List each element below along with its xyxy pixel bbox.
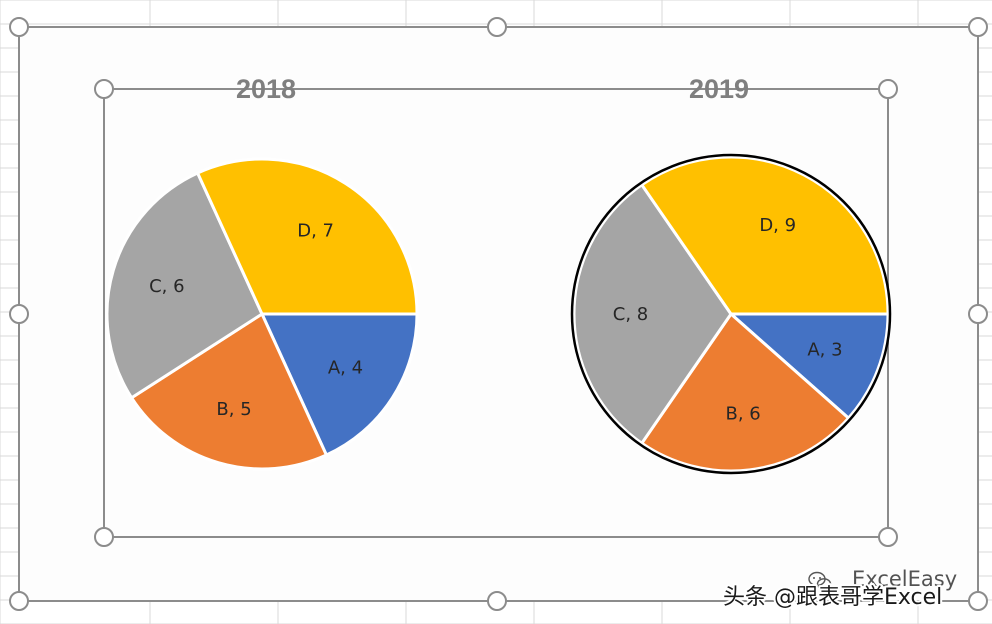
data-label-c: C, 6 bbox=[149, 276, 184, 297]
data-label-a: A, 3 bbox=[807, 340, 842, 361]
resize-handle[interactable] bbox=[878, 79, 898, 99]
chart-title-2018: 2018 bbox=[236, 74, 296, 104]
data-label-c: C, 8 bbox=[613, 304, 648, 325]
pie-chart-2019[interactable]: A, 3 B, 6 C, 8 D, 9 bbox=[570, 153, 892, 475]
resize-handle[interactable] bbox=[968, 591, 988, 611]
resize-handle[interactable] bbox=[487, 591, 507, 611]
resize-handle[interactable] bbox=[968, 17, 988, 37]
resize-handle[interactable] bbox=[9, 17, 29, 37]
selection-handles bbox=[9, 17, 988, 611]
pie-slice-b[interactable] bbox=[130, 312, 328, 471]
chart-title-2019: 2019 bbox=[689, 74, 749, 104]
watermark-credit-text: 头条 @跟表哥学Excel bbox=[723, 585, 942, 610]
watermark-credit-text-fill: 头条 @跟表哥学Excel bbox=[723, 585, 942, 610]
pie-slice-a[interactable] bbox=[729, 312, 890, 420]
wechat-logo-icon bbox=[808, 571, 832, 590]
data-label-d: D, 9 bbox=[759, 215, 796, 236]
pie-slice-c[interactable] bbox=[572, 183, 733, 445]
resize-handle[interactable] bbox=[94, 79, 114, 99]
pie-slice-b[interactable] bbox=[640, 312, 851, 473]
resize-handle[interactable] bbox=[878, 527, 898, 547]
data-label-a: A, 4 bbox=[328, 358, 363, 379]
pie-slice-d[interactable] bbox=[196, 157, 419, 316]
pie-outline bbox=[570, 153, 892, 475]
data-label-d: D, 7 bbox=[297, 221, 334, 242]
pie-slice-d[interactable] bbox=[640, 155, 890, 316]
resize-handle[interactable] bbox=[9, 304, 29, 324]
data-label-b: B, 5 bbox=[216, 399, 251, 420]
resize-handle[interactable] bbox=[9, 591, 29, 611]
resize-handle[interactable] bbox=[968, 304, 988, 324]
watermark-overlay-text: ExcelEasy bbox=[852, 567, 957, 591]
resize-handle[interactable] bbox=[94, 527, 114, 547]
pie-chart-2018[interactable]: A, 4 B, 5 C, 6 D, 7 bbox=[105, 157, 419, 471]
resize-handle[interactable] bbox=[487, 17, 507, 37]
pie-slice-a[interactable] bbox=[260, 312, 419, 457]
data-label-b: B, 6 bbox=[725, 404, 760, 425]
watermark: ExcelEasy 头条 @跟表哥学Excel 头条 @跟表哥学Excel bbox=[721, 567, 957, 612]
